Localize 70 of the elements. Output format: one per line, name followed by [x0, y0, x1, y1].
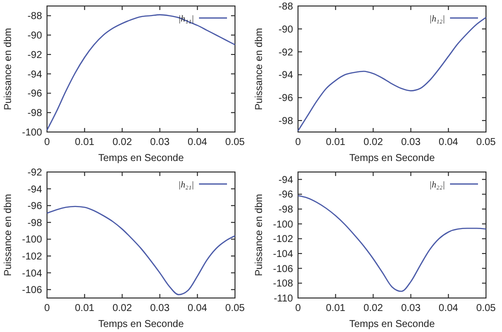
line-series — [297, 195, 487, 292]
x-tick-label: 0.05 — [225, 303, 246, 314]
legend-label: |h₂₂| — [429, 180, 445, 190]
y-tick-label: -96 — [278, 190, 294, 201]
line-series — [46, 14, 236, 131]
y-tick-label: -106 — [22, 285, 42, 296]
y-tick-label: -90 — [278, 24, 294, 36]
y-tick-label: -92 — [278, 47, 294, 58]
y-tick-label: -94 — [28, 69, 42, 80]
line-series — [297, 16, 487, 132]
y-tick-label: -96 — [28, 88, 42, 100]
x-axis-title: Temps en Seconde — [98, 153, 184, 164]
legend-label: |h₁₁| — [178, 14, 194, 24]
x-tick-label: 0.04 — [438, 303, 459, 314]
x-axis-title: Temps en Seconde — [349, 153, 436, 164]
x-axis-title: Temps en Seconde — [98, 319, 184, 330]
x-tick-label: 0 — [44, 137, 50, 148]
x-tick-label: 0.04 — [188, 303, 208, 314]
y-tick-label: -100 — [272, 219, 294, 230]
x-tick-label: 0.04 — [438, 137, 459, 148]
legend-label: |h₂₁| — [178, 180, 194, 190]
x-tick-label: 0 — [44, 303, 50, 314]
x-tick-label: 0 — [295, 303, 302, 314]
x-tick-label: 0.03 — [150, 303, 170, 314]
y-tick-label: -104 — [22, 268, 42, 280]
y-tick-label: -102 — [22, 252, 42, 262]
legend-label: |h₁₂| — [429, 14, 445, 24]
y-tick-label: -98 — [278, 116, 294, 128]
y-axis-title: Puissance en dbm — [254, 28, 265, 110]
y-tick-label: -98 — [28, 108, 42, 120]
x-tick-label: 0.02 — [112, 137, 132, 148]
y-tick-label: -104 — [272, 249, 294, 260]
y-tick-label: -100 — [22, 234, 42, 246]
x-tick-label: 0.01 — [326, 137, 346, 148]
y-tick-label: -94 — [278, 174, 294, 186]
y-tick-label: -96 — [28, 201, 42, 212]
y-tick-label: -92 — [28, 168, 42, 178]
x-axis-title: Temps en Seconde — [349, 319, 436, 330]
x-tick-label: 0.02 — [363, 303, 384, 314]
x-tick-label: 0.02 — [363, 137, 384, 148]
y-tick-label: -90 — [28, 30, 42, 42]
line-series — [46, 206, 236, 296]
x-tick-label: 0.02 — [112, 303, 132, 314]
y-tick-label: -94 — [28, 184, 42, 196]
y-axis-title: Puissance en dbm — [3, 28, 14, 110]
y-axis-title: Puissance en dbm — [3, 194, 14, 276]
x-tick-label: 0.05 — [476, 137, 496, 148]
x-tick-label: 0.01 — [326, 303, 346, 314]
x-tick-label: 0.05 — [476, 303, 496, 314]
y-tick-label: -108 — [272, 278, 294, 290]
y-tick-label: -106 — [272, 264, 294, 275]
y-tick-label: -102 — [272, 234, 294, 246]
x-tick-label: 0.01 — [74, 303, 95, 314]
x-tick-label: 0.03 — [401, 303, 421, 314]
y-tick-label: -100 — [22, 128, 42, 138]
y-tick-label: -88 — [28, 11, 42, 22]
x-tick-label: 0.01 — [74, 137, 95, 148]
y-tick-label: -88 — [278, 2, 294, 12]
y-tick-label: -110 — [274, 294, 294, 304]
y-tick-label: -94 — [278, 70, 294, 82]
y-tick-label: -96 — [278, 93, 294, 104]
x-tick-label: 0.04 — [188, 137, 208, 148]
x-tick-label: 0.03 — [401, 137, 421, 148]
x-tick-label: 0 — [295, 137, 302, 148]
x-tick-label: 0.05 — [225, 137, 246, 148]
x-tick-label: 0.03 — [150, 137, 170, 148]
y-tick-label: -98 — [28, 218, 42, 229]
y-tick-label: -98 — [278, 204, 294, 216]
y-tick-label: -92 — [28, 50, 42, 61]
y-axis-title: Puissance en dbm — [254, 194, 265, 276]
